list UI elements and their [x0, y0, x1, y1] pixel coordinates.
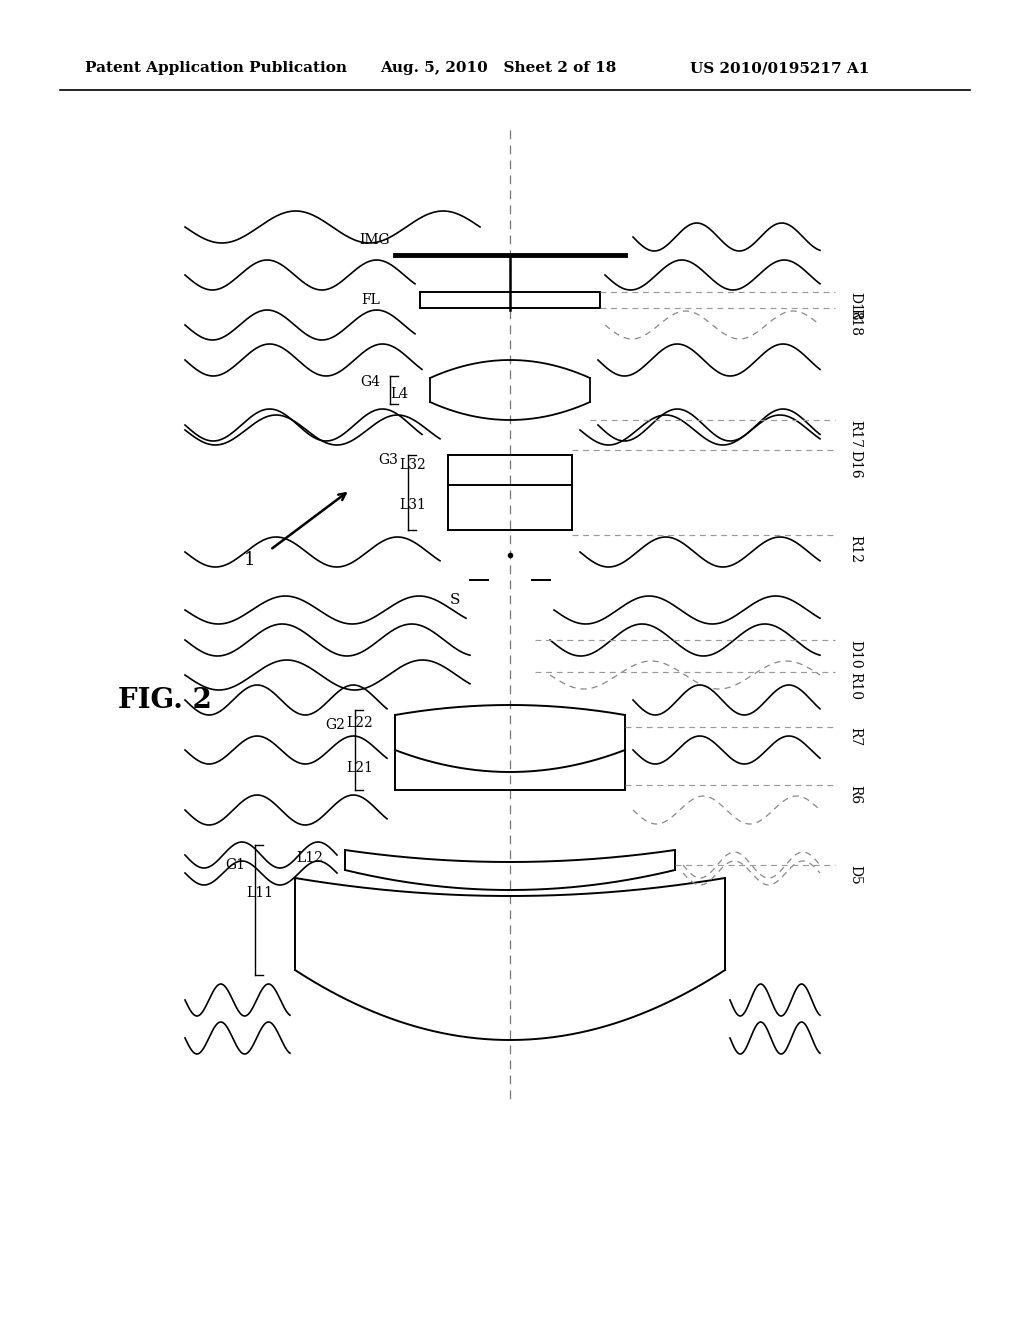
Text: D5: D5 — [848, 865, 862, 884]
Text: IMG: IMG — [359, 234, 390, 247]
Text: D16: D16 — [848, 450, 862, 479]
Text: G1: G1 — [225, 858, 245, 873]
Text: Patent Application Publication: Patent Application Publication — [85, 61, 347, 75]
Text: L31: L31 — [399, 498, 426, 512]
Text: R17: R17 — [848, 420, 862, 447]
Text: R18: R18 — [848, 308, 862, 337]
Text: L22: L22 — [346, 715, 373, 730]
Text: Aug. 5, 2010   Sheet 2 of 18: Aug. 5, 2010 Sheet 2 of 18 — [380, 61, 616, 75]
Text: R12: R12 — [848, 535, 862, 564]
Text: R6: R6 — [848, 785, 862, 804]
Text: L32: L32 — [399, 458, 426, 473]
Text: D18: D18 — [848, 292, 862, 321]
Text: R10: R10 — [848, 672, 862, 700]
Text: L4: L4 — [390, 387, 408, 401]
Text: 1: 1 — [244, 550, 255, 569]
Text: G2: G2 — [326, 718, 345, 733]
Text: S: S — [450, 593, 460, 607]
Text: L12: L12 — [296, 851, 323, 865]
Text: G3: G3 — [378, 453, 398, 467]
Text: R7: R7 — [848, 727, 862, 746]
Text: US 2010/0195217 A1: US 2010/0195217 A1 — [690, 61, 869, 75]
Text: L21: L21 — [346, 762, 373, 775]
Text: L11: L11 — [246, 886, 273, 900]
Text: FL: FL — [361, 293, 380, 308]
Text: G4: G4 — [360, 375, 380, 389]
Text: D10: D10 — [848, 640, 862, 669]
Text: FIG. 2: FIG. 2 — [118, 686, 212, 714]
